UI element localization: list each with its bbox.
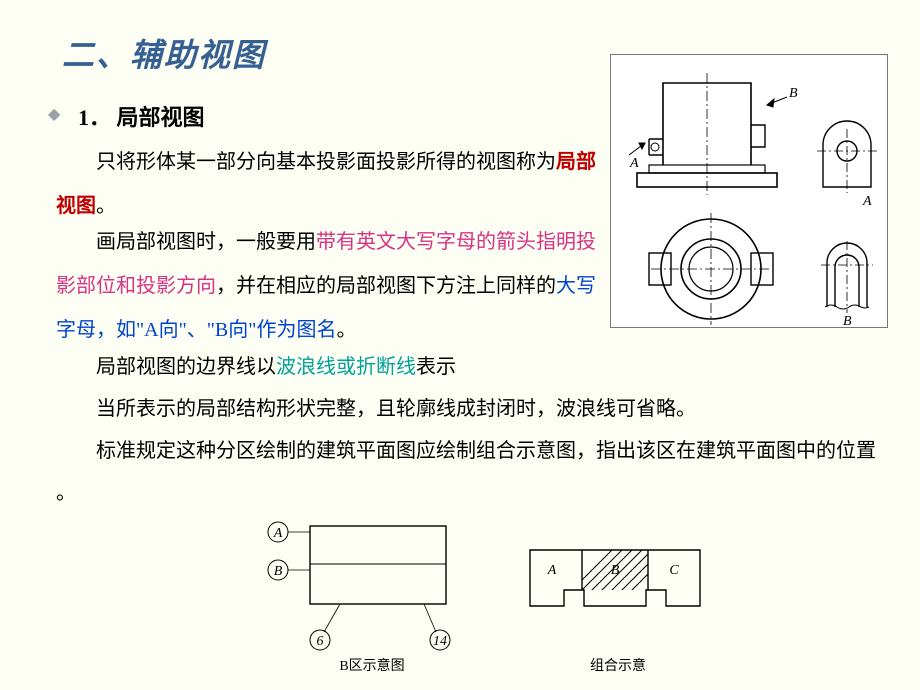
p3-emph: 波浪线或折断线 xyxy=(276,356,416,378)
zone-label-b: B xyxy=(274,564,283,579)
p2-text-e: 。 xyxy=(336,319,356,341)
label-b-top: B xyxy=(789,86,798,101)
para-5: 标准规定这种分区绘制的建筑平面图应绘制组合示意图，指出该区在建筑平面图中的位置 … xyxy=(56,430,876,514)
body-narrow-column: 只将形体某一部分向基本投影面投影所得的视图称为局部视图。 画局部视图时，一般要用… xyxy=(56,140,596,352)
comp-label-b: B xyxy=(611,563,620,578)
p1-text-a: 只将形体某一部分向基本投影面投影所得的视图称为 xyxy=(96,151,556,173)
p1-text-c: 。 xyxy=(96,195,116,217)
zone-label-6: 6 xyxy=(317,634,324,649)
bullet-diamond: ◆ xyxy=(48,104,60,124)
zone-label-a: A xyxy=(273,526,283,541)
subsection-number: 1． xyxy=(78,105,111,130)
p3-text-a: 局部视图的边界线以 xyxy=(96,356,276,378)
para-2: 画局部视图时，一般要用带有英文大写字母的箭头指明投影部位和投影方向，并在相应的局… xyxy=(56,220,596,352)
comp-label-c: C xyxy=(669,563,679,578)
caption-left: B区示意图 xyxy=(339,657,404,674)
zone-label-14: 14 xyxy=(433,634,447,649)
figure-partial-views: A B A xyxy=(610,54,888,328)
figure-zone-diagrams: A B 6 14 B区示意图 A B C xyxy=(252,512,722,678)
p2-text-c: ，并在相应的局部视图下方注上同样的 xyxy=(216,275,556,297)
para-1: 只将形体某一部分向基本投影面投影所得的视图称为局部视图。 xyxy=(56,140,596,228)
label-a-top: A xyxy=(629,156,639,171)
caption-right: 组合示意 xyxy=(590,657,646,674)
label-a-view: A xyxy=(862,194,872,209)
subsection-title: 局部视图 xyxy=(117,105,205,130)
label-b-view: B xyxy=(843,314,852,329)
comp-label-a: A xyxy=(547,563,557,578)
p2-text-a: 画局部视图时，一般要用 xyxy=(96,231,316,253)
body-full-column: 局部视图的边界线以波浪线或折断线表示 当所表示的局部结构形状完整，且轮廓线成封闭… xyxy=(56,346,876,514)
subsection-heading: 1． 局部视图 xyxy=(78,100,205,132)
para-3: 局部视图的边界线以波浪线或折断线表示 xyxy=(56,346,876,388)
p3-text-c: 表示 xyxy=(416,356,456,378)
para-4: 当所表示的局部结构形状完整，且轮廓线成封闭时，波浪线可省略。 xyxy=(56,388,876,430)
